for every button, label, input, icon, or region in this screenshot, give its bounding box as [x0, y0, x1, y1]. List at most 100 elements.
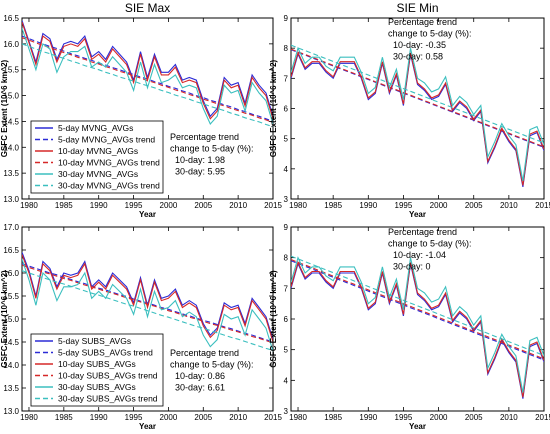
- y-tick-label: 15.0: [3, 92, 19, 101]
- chart-panel-4: 1980 1985 1990 1995 2000 2005 2010 2015 3 4 5 6 7 8 9 Y…: [269, 223, 550, 431]
- series-line-1: [22, 20, 273, 118]
- x-axis-label: Year: [409, 422, 426, 431]
- legend-label: 30-day MVNG_AVGs trend: [58, 181, 160, 191]
- y-tick-label: 16.5: [3, 246, 19, 255]
- plot-area: [290, 226, 545, 412]
- series-line-3: [291, 51, 544, 186]
- chart-panel-1: 1980 1985 1990 1995 2000 2005 2010 2015 13.0 13.5…: [0, 1, 282, 219]
- y-tick-label: 13.5: [3, 384, 19, 393]
- series-group: [291, 255, 544, 399]
- legend-label: 10-day SUBS_AVGs trend: [58, 371, 158, 381]
- x-tick-label: 2015: [535, 413, 550, 422]
- y-tick-label: 16.0: [3, 40, 19, 49]
- series-line-2: [291, 260, 544, 361]
- annotation-line: Percentage trend: [388, 227, 457, 237]
- y-tick-label: 7: [284, 284, 289, 293]
- series-line-4: [291, 48, 544, 148]
- x-tick-label: 2000: [160, 201, 178, 210]
- y-tick-label: 9: [284, 223, 289, 232]
- annotation-line: change to 5-day (%):: [170, 360, 254, 370]
- series-line-4: [291, 258, 544, 360]
- annotation-line: 10-day: 0.86: [175, 371, 225, 381]
- legend-box: [30, 333, 164, 407]
- series-line-6: [22, 43, 273, 128]
- y-tick-label: 15.0: [3, 315, 19, 324]
- x-tick-label: 2005: [465, 201, 483, 210]
- y-tick-label: 8: [284, 254, 289, 263]
- series-line-2: [22, 263, 273, 343]
- series-line-5: [291, 256, 544, 393]
- annotation-line: 30-day: 0.58: [393, 52, 443, 62]
- annotation-line: 30-day: 5.95: [175, 167, 225, 177]
- series-line-4: [22, 37, 273, 124]
- trend-annotation: Percentage trend change to 5-day (%):10-d…: [170, 132, 254, 177]
- legend-label: 10-day MVNG_AVGs trend: [58, 158, 160, 168]
- series-group: [22, 20, 273, 128]
- y-tick-label: 13.0: [3, 195, 19, 204]
- series-line-6: [291, 44, 544, 144]
- series-line-5: [22, 259, 273, 352]
- y-tick-label: 15.5: [3, 66, 19, 75]
- annotation-line: 10-day: -1.04: [393, 250, 446, 260]
- y-tick-label: 4: [284, 376, 289, 385]
- x-tick-label: 2005: [465, 413, 483, 422]
- y-tick-label: 16.0: [3, 269, 19, 278]
- y-tick-label: 7: [284, 74, 289, 83]
- x-tick-label: 2005: [194, 413, 212, 422]
- chart-title: SIE Min: [396, 1, 438, 15]
- legend-label: 10-day MVNG_AVGs: [58, 146, 138, 156]
- plot-area: [290, 17, 545, 200]
- x-axis-label: Year: [139, 422, 156, 431]
- y-tick-label: 4: [284, 165, 289, 174]
- series-line-3: [22, 254, 273, 343]
- x-tick-label: 2010: [500, 413, 518, 422]
- x-tick-label: 1980: [289, 413, 307, 422]
- chart-panel-3: 1980 1985 1990 1995 2000 2005 2010 2015 13.0 13.5…: [0, 223, 282, 431]
- x-tick-label: 1995: [395, 201, 413, 210]
- x-tick-label: 2010: [500, 201, 518, 210]
- y-tick-label: 15.5: [3, 292, 19, 301]
- y-axis-label: GSFC Extent (10^6 km^2): [269, 59, 278, 157]
- legend-label: 5-day SUBS_AVGs trend: [58, 348, 153, 358]
- y-axis-label: GSFC Extent (10^6 km^2): [0, 59, 9, 157]
- y-tick-label: 13.5: [3, 169, 19, 178]
- x-tick-label: 1980: [289, 201, 307, 210]
- x-axis-label: Year: [409, 210, 426, 219]
- x-tick-label: 2000: [160, 413, 178, 422]
- annotation-line: Percentage trend: [388, 17, 457, 27]
- legend-label: 30-day SUBS_AVGs trend: [58, 394, 158, 404]
- x-tick-label: 1985: [324, 201, 342, 210]
- x-tick-label: 2015: [535, 201, 550, 210]
- x-tick-label: 2005: [194, 201, 212, 210]
- series-line-4: [22, 264, 273, 344]
- y-tick-label: 6: [284, 105, 289, 114]
- trend-annotation: Percentage trend change to 5-day (%):10-d…: [388, 17, 472, 62]
- x-tick-label: 2000: [430, 413, 448, 422]
- x-tick-label: 1985: [55, 413, 73, 422]
- series-line-5: [22, 28, 273, 125]
- annotation-line: 30-day: 6.61: [175, 383, 225, 393]
- annotation-line: 10-day: 1.98: [175, 155, 225, 165]
- x-tick-label: 1980: [20, 413, 38, 422]
- x-tick-label: 1995: [395, 413, 413, 422]
- legend-box: [30, 120, 164, 194]
- x-tick-label: 1990: [90, 201, 108, 210]
- annotation-line: change to 5-day (%):: [388, 29, 472, 39]
- legend-label: 30-day SUBS_AVGs: [58, 382, 136, 392]
- x-tick-label: 1985: [324, 413, 342, 422]
- x-tick-label: 1980: [20, 201, 38, 210]
- y-axis-label: GSFC Extent (10^6 km^2): [0, 270, 9, 368]
- trend-annotation: Percentage trend change to 5-day (%):10-d…: [170, 348, 254, 393]
- series-group: [22, 252, 273, 352]
- y-axis-label: GSFC Extent (10^6 km^2): [269, 270, 278, 368]
- y-tick-label: 14.5: [3, 338, 19, 347]
- series-line-5: [291, 46, 544, 182]
- annotation-line: 30-day: 0: [393, 262, 431, 272]
- chart-title: SIE Max: [125, 1, 170, 15]
- chart-panel-2: 1980 1985 1990 1995 2000 2005 2010 2015 3 4 5 6 7 8 9 Y…: [269, 1, 550, 219]
- x-tick-label: 1995: [125, 201, 143, 210]
- x-tick-label: 2000: [430, 201, 448, 210]
- y-tick-label: 14.5: [3, 117, 19, 126]
